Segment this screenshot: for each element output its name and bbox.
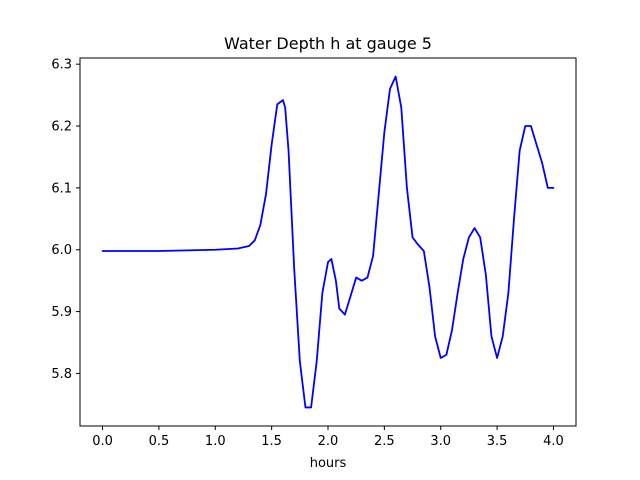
y-tick-label: 6.0 (51, 243, 72, 258)
y-tick-label: 5.9 (51, 305, 72, 320)
x-tick-label: 2.5 (374, 434, 395, 449)
y-tick-label: 6.3 (51, 58, 72, 73)
y-tick-label: 6.2 (51, 120, 72, 135)
x-tick-label: 4.0 (543, 434, 564, 449)
y-tick-label: 5.8 (51, 367, 72, 382)
x-tick-label: 0.0 (92, 434, 113, 449)
x-axis-label: hours (310, 456, 347, 471)
chart-title: Water Depth h at gauge 5 (224, 34, 432, 53)
x-tick-label: 3.5 (487, 434, 508, 449)
plot-area: 0.0 0.5 1.0 1.5 2.0 2.5 3.0 3.5 4.0 5.8 5.9 6.0 6.1 6… (51, 57, 577, 449)
y-tick-label: 6.1 (51, 181, 72, 196)
x-tick-label: 1.0 (205, 434, 226, 449)
x-tick-label: 3.0 (430, 434, 451, 449)
x-tick-label: 1.5 (261, 434, 282, 449)
series-line-0 (101, 75, 555, 409)
x-tick-label: 0.5 (149, 434, 170, 449)
x-tick-label: 2.0 (318, 434, 339, 449)
